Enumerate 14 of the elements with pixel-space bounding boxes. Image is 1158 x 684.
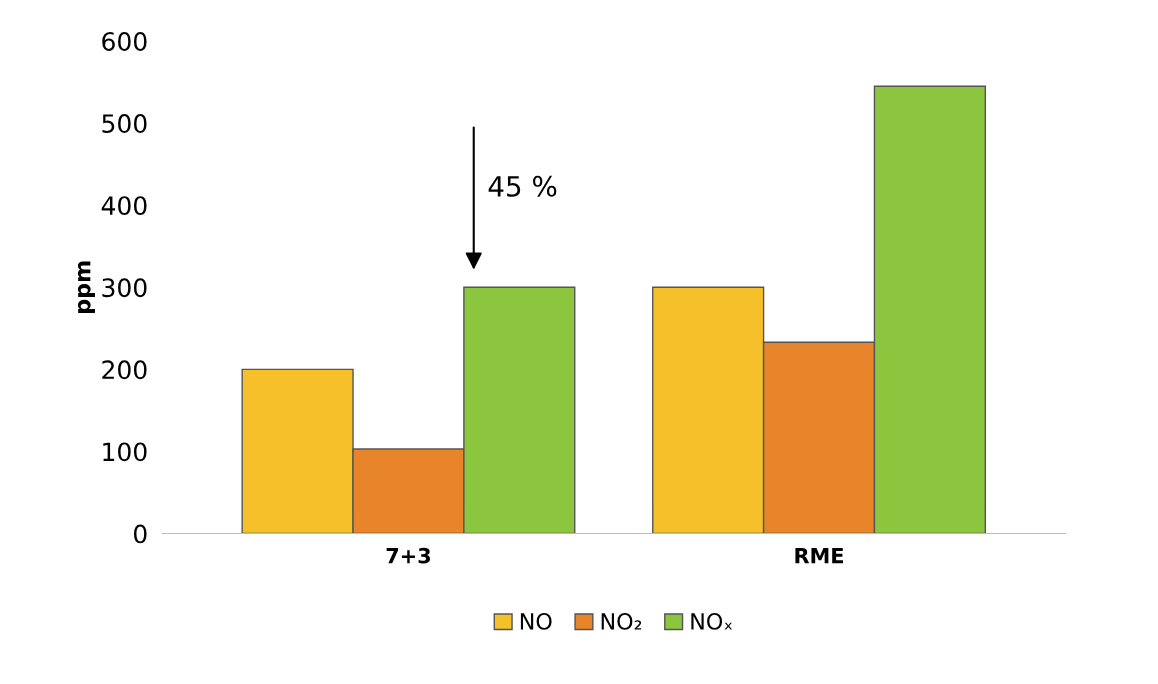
y-tick-label: 0 [133,524,147,544]
y-axis-title: ppm [77,261,95,313]
legend-label: NOₓ [691,613,733,630]
legend-label: NO₂ [601,613,642,630]
legend-label: NO [520,613,552,630]
x-tick-label: 7+3 [386,547,431,564]
y-tick-label: 600 [102,31,147,51]
x-tick-label: RME [795,548,843,564]
y-tick-label: 300 [102,278,147,298]
annotation: 45 % [488,175,557,197]
y-tick-label: 400 [101,196,147,216]
y-tick-label: 500 [102,114,147,133]
y-tick-label: 200 [102,360,147,380]
y-tick-label: 100 [103,442,147,462]
